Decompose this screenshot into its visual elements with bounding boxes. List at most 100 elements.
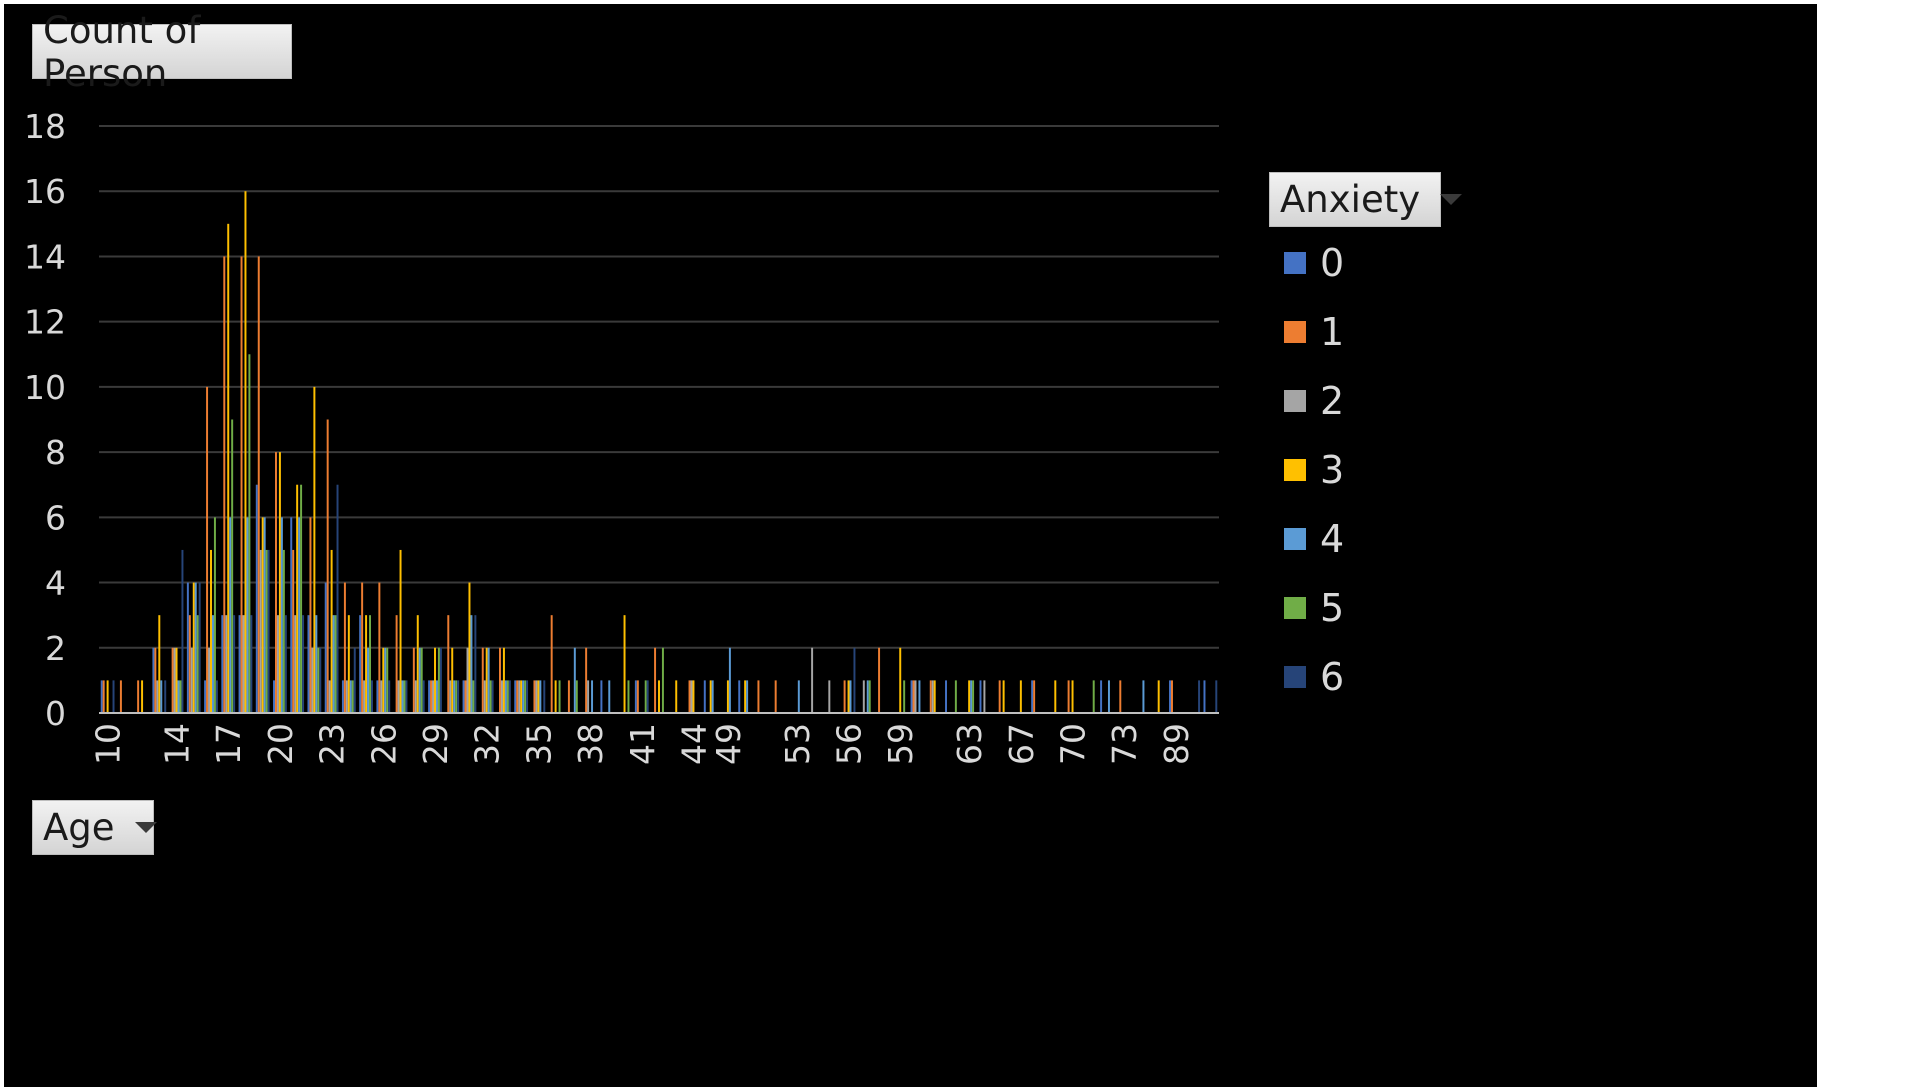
bar-anxiety-1-age-44 <box>688 680 691 713</box>
axis-field-label: Age <box>43 806 115 849</box>
x-tick-label: 10 <box>89 723 128 765</box>
legend-item-5: 5 <box>1284 573 1344 642</box>
bar-anxiety-6-age-56 <box>853 647 856 713</box>
bar-anxiety-3-age-12 <box>141 680 144 713</box>
bar-anxiety-2-age-61 <box>931 680 934 713</box>
bar-anxiety-0-age-68 <box>1031 680 1034 713</box>
bar-anxiety-5-age-20 <box>282 549 285 713</box>
bar-anxiety-5-age-18 <box>248 354 251 713</box>
bar-anxiety-3-age-43 <box>675 680 678 713</box>
bar-anxiety-4-age-35 <box>539 680 542 713</box>
bar-anxiety-0-age-39 <box>600 680 603 713</box>
bar-anxiety-3-age-24 <box>347 615 350 713</box>
bar-anxiety-2-age-20 <box>276 615 279 713</box>
bar-anxiety-6-age-31 <box>474 615 477 713</box>
bar-anxiety-5-age-71 <box>1092 680 1095 713</box>
bar-anxiety-3-age-21 <box>296 484 299 713</box>
bar-anxiety-0-age-25 <box>359 615 362 713</box>
bar-anxiety-3-age-35 <box>537 680 540 713</box>
axis-field-button[interactable]: Age <box>32 800 157 855</box>
bar-anxiety-5-age-16 <box>213 517 216 713</box>
bar-anxiety-5-age-59 <box>903 680 906 713</box>
bar-anxiety-1-age-89 <box>1171 680 1173 713</box>
x-tick-label: 44 <box>675 723 714 765</box>
bar-anxiety-6-age-18 <box>250 615 253 713</box>
legend-label: 4 <box>1320 516 1345 561</box>
bar-anxiety-6-age-25 <box>371 680 373 713</box>
x-tick-label: 89 <box>1157 723 1196 765</box>
y-tick-label: 4 <box>45 564 66 603</box>
value-field-label: Count of Person <box>43 8 201 95</box>
y-axis-ticks: 0 2 4 6 8 10 12 14 16 18 <box>24 107 66 733</box>
bar-anxiety-1-age-24 <box>343 582 346 713</box>
legend-item-0: 0 <box>1284 228 1344 297</box>
x-tick-label: 73 <box>1105 723 1144 765</box>
bar-anxiety-5-age-29 <box>437 647 440 713</box>
legend-label: 0 <box>1320 240 1345 285</box>
bar-anxiety-5-age-30 <box>455 680 458 713</box>
bar-anxiety-2-age-15 <box>190 647 193 713</box>
bar-anxiety-1-age-21 <box>292 549 295 713</box>
chevron-down-icon[interactable] <box>134 822 157 833</box>
bar-anxiety-5-age-63 <box>972 680 975 713</box>
bar-anxiety-6-age-17 <box>233 615 236 713</box>
bar-anxiety-4-age-20 <box>280 517 283 713</box>
bar-anxiety-4-age-60 <box>918 680 921 713</box>
bar-anxiety-6-age-19 <box>267 549 270 713</box>
bar-anxiety-1-age-58 <box>878 647 881 713</box>
bar-anxiety-0-age-41 <box>634 680 637 713</box>
bar-anxiety-4-age-32 <box>487 647 490 713</box>
legend-field-button[interactable]: Anxiety <box>1269 172 1463 227</box>
bar-anxiety-6-age-15 <box>198 582 201 713</box>
bar-anxiety-6-age-28 <box>422 680 425 713</box>
bar-anxiety-3-age-40 <box>623 615 626 713</box>
bar-anxiety-0-age-29 <box>428 680 431 713</box>
bar-anxiety-2-age-31 <box>466 647 469 713</box>
bar-anxiety-1-age-41 <box>636 680 639 713</box>
value-field-button[interactable]: Count of Person <box>32 9 292 95</box>
bar-anxiety-6-age-34 <box>526 680 529 713</box>
bar-anxiety-1-age-14 <box>171 647 174 713</box>
x-tick-label: 14 <box>158 723 197 765</box>
x-tick-label: 49 <box>709 723 748 765</box>
bar-anxiety-1-age-51 <box>757 680 760 713</box>
chart-frame: Count of Person 0 2 4 6 8 10 12 14 16 18 10 14 17 20… <box>4 4 1817 1087</box>
bar-anxiety-5-age-32 <box>489 680 492 713</box>
bar-anxiety-6-age-94 <box>1215 680 1218 713</box>
bar-anxiety-1-age-15 <box>188 615 191 713</box>
bar-anxiety-5-age-27 <box>403 680 406 713</box>
legend-label: 1 <box>1320 309 1345 354</box>
x-tick-label: 56 <box>830 723 869 765</box>
bar-anxiety-4-age-16 <box>211 615 214 713</box>
bar-anxiety-6-age-23 <box>336 484 339 713</box>
bar-anxiety-4-age-18 <box>246 517 249 713</box>
bar-anxiety-2-age-17 <box>225 615 228 713</box>
bar-anxiety-3-age-50 <box>744 680 747 713</box>
bar-anxiety-3-age-32 <box>485 647 488 713</box>
bar-anxiety-3-age-33 <box>502 647 505 713</box>
legend-label: 3 <box>1320 447 1345 492</box>
bar-anxiety-3-age-18 <box>244 191 247 714</box>
bar-anxiety-0-age-45 <box>703 680 706 713</box>
bar-anxiety-6-age-35 <box>543 680 546 713</box>
chevron-down-icon[interactable] <box>1440 194 1463 205</box>
bar-anxiety-2-age-21 <box>294 615 297 713</box>
bar-anxiety-6-age-27 <box>405 680 408 713</box>
bar-anxiety-2-age-54 <box>811 647 814 713</box>
bar-anxiety-5-age-33 <box>506 680 509 713</box>
bar-anxiety-2-age-25 <box>363 680 366 713</box>
bar-anxiety-3-age-36 <box>554 680 557 713</box>
bar-anxiety-3-age-13 <box>158 615 161 713</box>
bar-anxiety-6-age-26 <box>388 680 391 713</box>
bar-anxiety-1-age-22 <box>309 517 312 713</box>
bar-anxiety-1-age-29 <box>430 680 433 713</box>
bar-anxiety-0-age-94 <box>1203 680 1206 713</box>
bar-anxiety-2-age-57 <box>862 680 865 713</box>
bar-anxiety-6-age-16 <box>215 680 218 713</box>
bar-anxiety-2-age-32 <box>483 680 486 713</box>
bar-anxiety-6-age-21 <box>302 615 305 713</box>
y-tick-label: 0 <box>45 694 66 733</box>
bar-anxiety-1-age-37 <box>567 680 570 713</box>
bar-anxiety-0-age-18 <box>238 615 241 713</box>
